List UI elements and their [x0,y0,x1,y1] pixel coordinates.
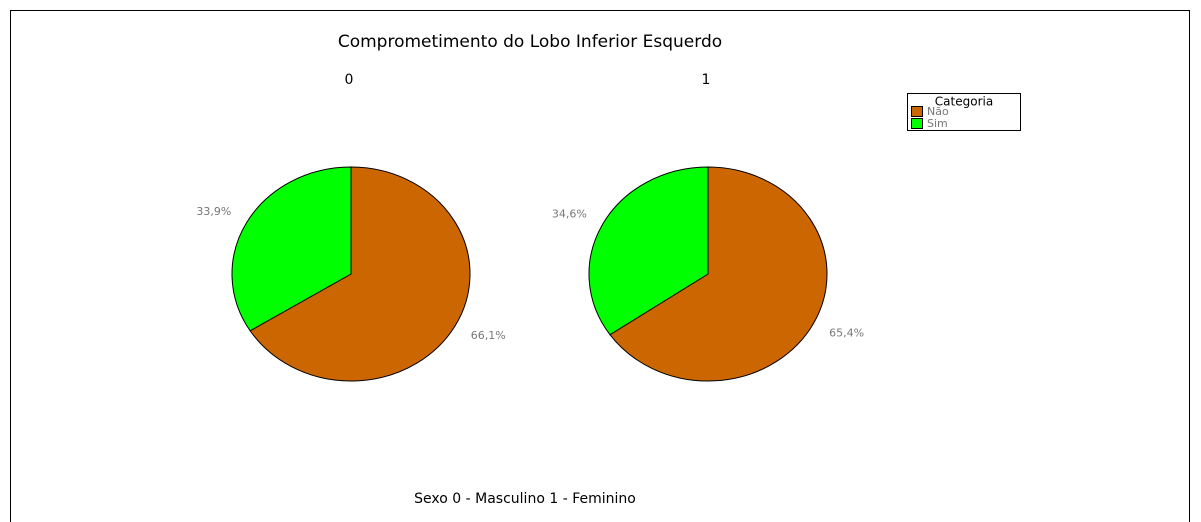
data-label: 34,6% [552,207,587,220]
pie-title: 0 [345,72,354,88]
legend-swatch [911,106,923,117]
legend-box [907,93,1021,131]
pie-slice [609,166,828,382]
data-label: 66,1% [471,329,506,342]
legend-label: Sim [927,117,948,130]
pie-slice [249,166,471,382]
data-label: 65,4% [829,327,864,340]
pie-title: 1 [702,72,711,88]
legend-label: Não [927,105,949,118]
legend-swatch [911,118,923,129]
caption: Sexo 0 - Masculino 1 - Feminino [414,491,636,507]
pie-slice [588,166,709,336]
pie-slice [231,166,352,332]
chart-title: Comprometimento do Lobo Inferior Esquerd… [338,32,722,52]
legend-title: Categoria [935,95,993,109]
data-label: 33,9% [196,205,231,218]
